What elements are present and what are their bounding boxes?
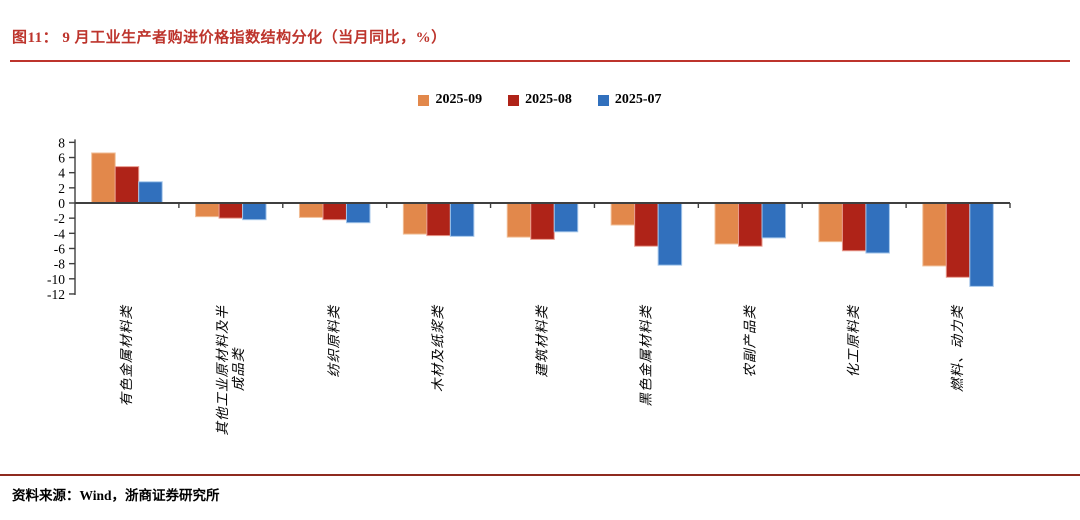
x-category-label: 成品类 <box>231 347 246 391</box>
y-tick-label: -4 <box>54 226 65 241</box>
bar-2025-08 <box>426 202 451 237</box>
y-tick-label: 2 <box>58 181 65 196</box>
bar-2025-07 <box>345 202 371 224</box>
figure-title: 图11： 9 月工业生产者购进价格指数结构分化（当月同比，%） <box>12 30 447 46</box>
bar-2025-08 <box>218 202 244 219</box>
y-tick-label: 6 <box>58 151 65 166</box>
x-category-label: 有色金属材料类 <box>119 305 134 407</box>
x-category-label: 农副产品类 <box>742 305 757 378</box>
bar-2025-08 <box>634 202 659 247</box>
chart-legend: 2025-09 2025-08 2025-07 <box>0 92 1080 108</box>
bar-2025-08 <box>530 202 555 240</box>
legend-swatch-2025-09 <box>418 94 430 106</box>
bar-2025-09 <box>922 202 947 267</box>
legend-label-2025-09: 2025-09 <box>435 92 483 107</box>
legend-item-2025-07: 2025-07 <box>597 92 662 108</box>
bar-2025-08 <box>945 202 971 278</box>
legend-item-2025-08: 2025-08 <box>508 92 572 108</box>
legend-item-2025-09: 2025-09 <box>418 92 482 108</box>
bar-2025-07 <box>138 181 163 204</box>
y-tick-label: 0 <box>58 196 65 211</box>
bar-2025-09 <box>402 202 428 235</box>
y-tick-label: -10 <box>47 272 65 287</box>
source-rule <box>0 474 1080 476</box>
x-category-label: 木材及纸浆类 <box>431 305 446 392</box>
title-rule <box>10 60 1070 62</box>
y-tick-label: 8 <box>58 135 65 150</box>
source-note: 资料来源：Wind，浙商证券研究所 <box>12 488 220 503</box>
y-tick-label: -6 <box>54 241 65 256</box>
bar-2025-07 <box>657 202 683 266</box>
y-tick-label: -12 <box>47 287 65 302</box>
y-tick-label: -2 <box>54 211 65 226</box>
bar-2025-08 <box>322 202 347 221</box>
legend-label-2025-07: 2025-07 <box>614 92 662 107</box>
bar-2025-07 <box>553 202 579 233</box>
bar-2025-08 <box>738 202 763 247</box>
bar-2025-07 <box>449 202 475 237</box>
legend-label-2025-08: 2025-08 <box>525 92 572 107</box>
bar-2025-07 <box>761 202 787 239</box>
bar-2025-07 <box>865 202 890 254</box>
x-category-label: 化工原料类 <box>846 305 861 378</box>
x-category-label: 其他工业原材料及半 <box>215 305 230 436</box>
bar-2025-08 <box>841 202 867 252</box>
y-tick-label: 4 <box>58 166 65 181</box>
bar-2025-09 <box>818 202 843 243</box>
bar-2025-09 <box>195 202 220 218</box>
bar-2025-07 <box>242 202 267 221</box>
bar-2025-07 <box>969 202 994 287</box>
x-category-label: 纺织原料类 <box>327 305 342 378</box>
bar-2025-09 <box>298 202 324 218</box>
bar-2025-09 <box>714 202 740 245</box>
bar-2025-09 <box>610 202 636 226</box>
legend-swatch-2025-07 <box>597 94 609 106</box>
x-category-label: 燃料、动力类 <box>950 305 965 392</box>
bar-2025-08 <box>114 166 140 204</box>
bar-2025-09 <box>91 152 116 204</box>
bar-2025-09 <box>506 202 532 238</box>
y-tick-label: -8 <box>54 257 65 272</box>
legend-swatch-2025-08 <box>508 94 520 106</box>
x-category-label: 黑色金属材料类 <box>638 305 653 407</box>
x-category-label: 建筑材料类 <box>535 305 550 378</box>
